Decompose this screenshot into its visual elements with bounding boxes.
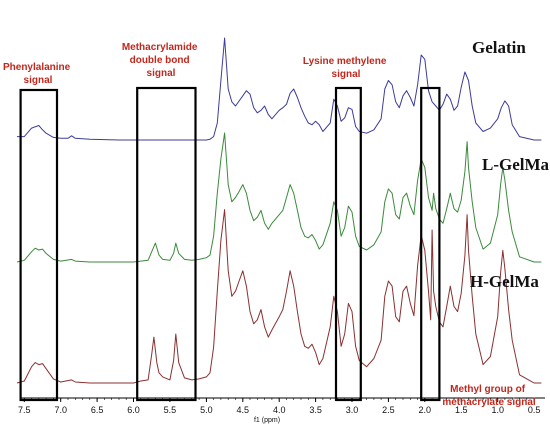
x-tick-label: 3.0 bbox=[346, 405, 359, 415]
x-tick-label: 3.5 bbox=[309, 405, 322, 415]
series-line-gelatin bbox=[17, 37, 542, 141]
x-tick-label: 5.0 bbox=[200, 405, 213, 415]
highlight-box-2 bbox=[136, 86, 197, 402]
x-axis-title: f1 (ppm) bbox=[254, 417, 280, 424]
spectrum-traces bbox=[16, 37, 542, 384]
x-tick-label: 1.5 bbox=[455, 405, 468, 415]
annotation-phenylalanine-line1: Phenylalanine bbox=[3, 62, 71, 73]
x-tick-label: 6.5 bbox=[91, 405, 104, 415]
highlight-box-4 bbox=[420, 86, 441, 402]
annotation-methacrylamide-line1: Methacrylamide bbox=[122, 42, 198, 53]
x-tick-label: 1.0 bbox=[491, 405, 504, 415]
annotation-methyl-line1: Methyl group of bbox=[450, 384, 526, 395]
annotation-methacrylamide-line3: signal bbox=[147, 68, 176, 79]
annotation-methyl: Methyl group of methacrylate signal bbox=[442, 384, 536, 408]
x-tick-label: 0.5 bbox=[528, 405, 541, 415]
x-tick-label: 2.5 bbox=[382, 405, 395, 415]
highlight-boxes bbox=[19, 86, 441, 402]
series-line-h-gelma bbox=[16, 209, 542, 384]
annotation-lysine-line1: Lysine methylene bbox=[303, 56, 387, 67]
x-axis-ticks: 7.5 7.0 6.5 6.0 5.5 5.0 4.5 4.0 3.5 3.0 2.5 2.0 1.5 1… bbox=[18, 398, 540, 415]
annotation-methacrylamide: Methacrylamide double bond signal bbox=[122, 42, 200, 79]
annotation-lysine-line2: signal bbox=[332, 69, 361, 80]
x-tick-label: 2.0 bbox=[419, 405, 432, 415]
x-tick-label: 4.5 bbox=[237, 405, 250, 415]
annotation-methyl-line2: methacrylate signal bbox=[442, 397, 536, 408]
highlight-box-3 bbox=[334, 86, 362, 402]
series-label-gelatin: Gelatin bbox=[472, 38, 526, 57]
x-tick-label: 7.5 bbox=[18, 405, 31, 415]
x-tick-label: 6.0 bbox=[127, 405, 140, 415]
annotation-lysine: Lysine methylene signal bbox=[303, 56, 389, 80]
x-tick-label: 7.0 bbox=[54, 405, 67, 415]
x-tick-label: 5.5 bbox=[164, 405, 177, 415]
x-tick-label: 4.0 bbox=[273, 405, 286, 415]
series-line-l-gelma bbox=[16, 132, 542, 263]
annotation-phenylalanine: Phenylalanine signal bbox=[3, 62, 73, 86]
series-label-h-gelma: H-GelMa bbox=[470, 272, 539, 291]
annotation-phenylalanine-line2: signal bbox=[24, 75, 53, 86]
annotation-methacrylamide-line2: double bond bbox=[130, 55, 190, 66]
series-label-l-gelma: L-GelMa bbox=[482, 155, 550, 174]
